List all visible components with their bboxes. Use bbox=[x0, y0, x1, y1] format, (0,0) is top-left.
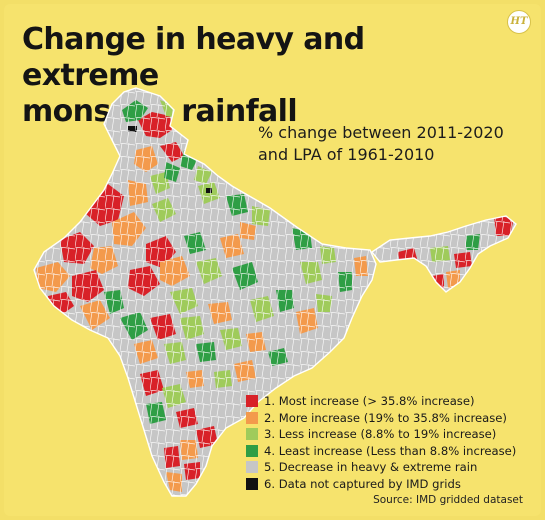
legend-swatch bbox=[246, 444, 258, 457]
source-note: Source: IMD gridded dataset bbox=[373, 494, 523, 506]
legend-swatch bbox=[246, 428, 258, 441]
legend-item-most-increase: 1. Most increase (> 35.8% increase) bbox=[246, 393, 536, 410]
ht-logo: HT bbox=[507, 10, 531, 34]
legend-swatch bbox=[246, 411, 258, 424]
legend-item-least-increase: 4. Least increase (Less than 8.8% increa… bbox=[246, 443, 536, 460]
legend-item-decrease: 5. Decrease in heavy & extreme rain bbox=[246, 459, 536, 476]
legend-swatch bbox=[246, 461, 258, 474]
legend-label: 4. Least increase (Less than 8.8% increa… bbox=[264, 443, 517, 458]
subtitle-line-1: % change between 2011-2020 bbox=[258, 123, 504, 142]
northeast-districts bbox=[372, 216, 516, 292]
map-legend: 1. Most increase (> 35.8% increase) 2. M… bbox=[246, 393, 536, 492]
ne-district-borders bbox=[372, 216, 516, 292]
legend-swatch bbox=[246, 477, 258, 490]
legend-item-no-data: 6. Data not captured by IMD grids bbox=[246, 476, 536, 493]
region-tn-light bbox=[214, 444, 226, 460]
subtitle-line-2: and LPA of 1961-2010 bbox=[258, 145, 435, 164]
legend-label: 1. Most increase (> 35.8% increase) bbox=[264, 394, 475, 409]
legend-swatch bbox=[246, 395, 258, 408]
map-subtitle: % change between 2011-2020 and LPA of 19… bbox=[258, 122, 528, 166]
legend-label: 6. Data not captured by IMD grids bbox=[264, 476, 461, 491]
legend-item-less-increase: 3. Less increase (8.8% to 19% increase) bbox=[246, 426, 536, 443]
title-line-1: Change in heavy and extreme bbox=[22, 22, 365, 93]
legend-label: 3. Less increase (8.8% to 19% increase) bbox=[264, 427, 497, 442]
legend-item-more-increase: 2. More increase (19% to 35.8% increase) bbox=[246, 410, 536, 427]
legend-label: 5. Decrease in heavy & extreme rain bbox=[264, 460, 478, 475]
legend-label: 2. More increase (19% to 35.8% increase) bbox=[264, 410, 507, 425]
